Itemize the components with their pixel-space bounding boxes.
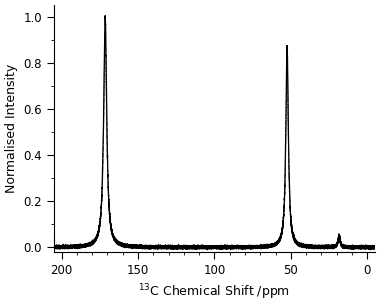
Y-axis label: Normalised Intensity: Normalised Intensity [5, 64, 18, 193]
X-axis label: $^{13}$C Chemical Shift /ppm: $^{13}$C Chemical Shift /ppm [138, 282, 290, 302]
